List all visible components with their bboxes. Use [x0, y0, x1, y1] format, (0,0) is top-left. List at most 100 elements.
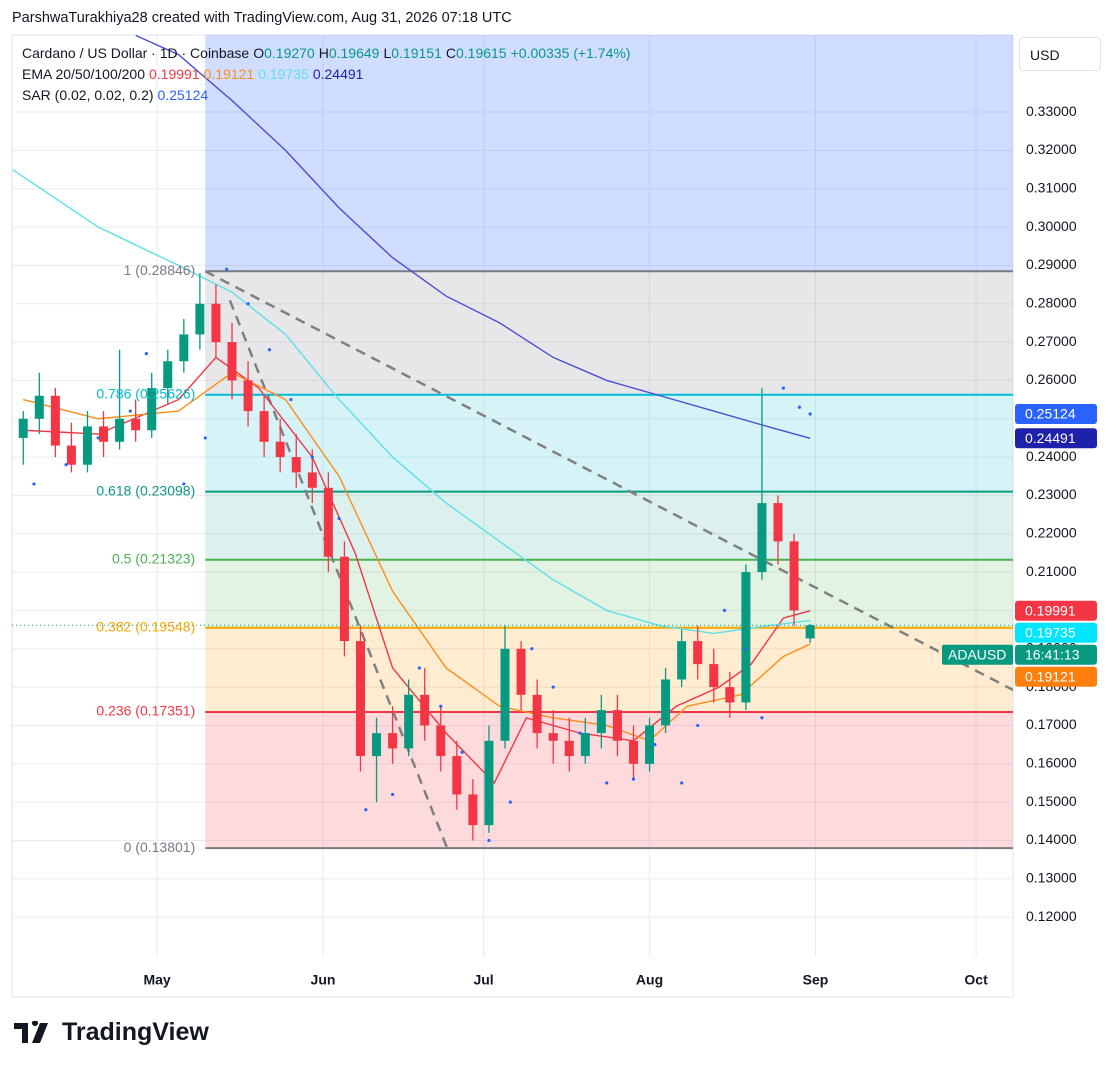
symbol-tag [942, 644, 1013, 665]
trend-line [228, 299, 449, 849]
candle-body [468, 794, 478, 826]
candle-body [500, 648, 510, 741]
sar-legend: SAR (0.02, 0.02, 0.2) 0.25124 [22, 87, 212, 103]
fib-label: 0.618 (0.23098) [96, 482, 195, 498]
fib-label: 0.5 (0.21323) [112, 550, 195, 566]
sar-dot [225, 267, 229, 271]
price-badge-text: 0.24491 [1025, 430, 1076, 446]
sar-dot [310, 455, 314, 459]
y-tick-label: 0.12000 [1026, 908, 1077, 924]
sar-dot [696, 723, 700, 728]
candle-body [211, 303, 221, 343]
candle-body [147, 388, 157, 431]
candle-body [452, 756, 462, 795]
candle-body [131, 418, 141, 431]
ema-value: 0.24491 [312, 66, 364, 82]
y-tick-label: 0.28000 [1026, 294, 1077, 310]
y-tick-label: 0.24000 [1026, 448, 1077, 464]
ohlc-value: 0.19649 [328, 45, 380, 61]
credit: ParshwaTurakhiya28 created with TradingV… [12, 10, 512, 26]
sar-dot [390, 792, 395, 797]
candle-body [82, 426, 92, 465]
sar-dot [744, 647, 748, 651]
candle-body [725, 687, 735, 703]
candle-body [339, 556, 349, 642]
candle-body [323, 487, 333, 557]
y-tick-label: 0.23000 [1026, 486, 1077, 502]
candle-body [564, 740, 574, 757]
y-tick-label: 0.22000 [1026, 524, 1077, 540]
y-tick-label: 0.26000 [1026, 371, 1077, 387]
sar-dot [578, 731, 582, 735]
sar-dot [246, 302, 250, 306]
sar-dot [781, 386, 785, 390]
fib-zone [205, 35, 1013, 272]
candle-body [693, 641, 703, 665]
currency-button[interactable]: USD [1019, 37, 1101, 71]
sar-dot [128, 409, 132, 413]
price-badge-text: 0.25124 [1025, 406, 1076, 422]
plot-layer [12, 35, 1013, 850]
footer-text: TradingView [62, 1018, 209, 1046]
logo-icon [14, 1020, 48, 1043]
sar-dot [797, 405, 802, 409]
fib-label: 0.382 (0.19548) [96, 618, 195, 634]
candle-body [195, 303, 205, 335]
fib-zone [205, 711, 1013, 849]
price-badge-text: 16:41:13 [1025, 646, 1080, 662]
candle-body [516, 648, 526, 695]
candle-body [645, 725, 655, 764]
candle-body [115, 418, 125, 442]
y-tick-label: 0.15000 [1026, 793, 1077, 809]
candle-body [404, 694, 414, 749]
sar-dot [760, 716, 764, 720]
ema-name: EMA 20/50/100/200 [22, 66, 145, 82]
sar-dot [653, 743, 657, 747]
price-badge-text: 0.19121 [1025, 668, 1076, 684]
sar-dot [631, 777, 636, 781]
ohlc-value: 0.19615 [455, 45, 507, 61]
y-tick-label: 0.31000 [1026, 179, 1077, 195]
candle-body [99, 426, 109, 442]
x-tick-label: Sep [803, 972, 829, 988]
price-badge [1015, 666, 1097, 687]
sar-dot [32, 482, 36, 486]
chart-frame [11, 34, 1014, 998]
sar-dot [530, 647, 534, 651]
candle-body [612, 710, 622, 741]
ema-value: 0.19121 [203, 66, 255, 82]
candle-body [741, 572, 751, 703]
ema-legend: EMA 20/50/100/200 0.19991 0.19121 0.19735 0.… [22, 66, 367, 82]
ema-line [12, 168, 811, 635]
symbol-tag-text: ADAUSD [948, 646, 1006, 662]
candle-body [227, 342, 237, 381]
sar-dot [722, 608, 727, 613]
price-badge [1015, 644, 1097, 665]
y-tick-label: 0.29000 [1026, 256, 1077, 272]
sar-dot [808, 412, 812, 416]
sar-dot [337, 516, 341, 521]
ohlc-key: H [318, 45, 329, 61]
x-tick-label: May [143, 972, 170, 988]
candle-body [179, 334, 189, 362]
ohlc-value: 0.19151 [391, 45, 442, 61]
symbol-title: Cardano / US Dollar · 1D · Coinbase [22, 45, 250, 61]
axes-layer: 0.33000 0.32000 0.31000 0.30000 0.29000 0.280… [96, 103, 1097, 988]
fib-label: 0.236 (0.17351) [96, 703, 195, 719]
y-tick-label: 0.30000 [1026, 218, 1077, 234]
ema-line [23, 356, 811, 785]
sar-dot [460, 750, 464, 754]
candle-body [548, 733, 558, 741]
y-tick-label: 0.13000 [1026, 869, 1077, 885]
symbol-header: Cardano / US Dollar · 1D · Coinbase O0.19… [22, 45, 634, 61]
candle-body [484, 740, 494, 826]
x-tick-label: Aug [636, 972, 663, 988]
sar-dot [508, 800, 512, 804]
x-tick-label: Oct [964, 972, 988, 988]
fib-zone [205, 394, 1013, 492]
sar-dot [144, 351, 148, 356]
y-tick-label: 0.14000 [1026, 831, 1077, 847]
y-tick-label: 0.17000 [1026, 716, 1077, 732]
ema-value: 0.19991 [149, 66, 200, 82]
